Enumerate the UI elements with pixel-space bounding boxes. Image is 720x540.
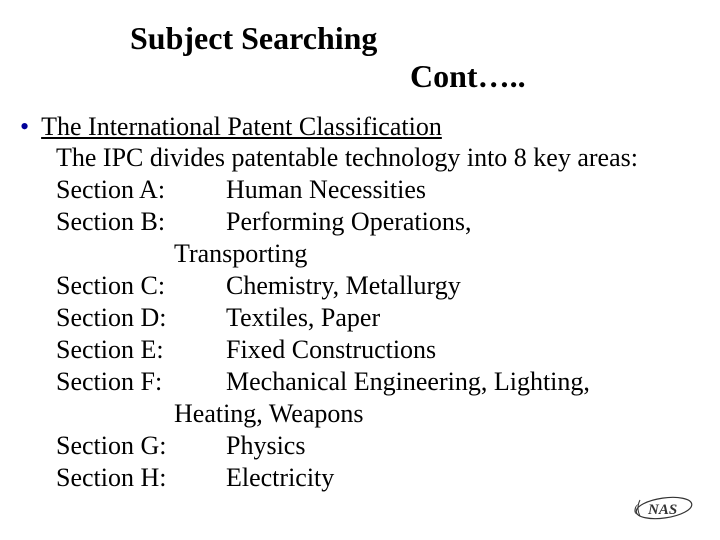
section-label: Section B: xyxy=(56,206,226,238)
section-description: Physics xyxy=(226,430,700,462)
section-label: Section D: xyxy=(56,302,226,334)
section-row: Section C:Chemistry, Metallurgy xyxy=(56,270,700,302)
logo-text: NAS xyxy=(647,502,677,518)
section-row: Section G:Physics xyxy=(56,430,700,462)
section-label: Section A: xyxy=(56,174,226,206)
section-row: Section F:Mechanical Engineering, Lighti… xyxy=(56,366,700,398)
intro-text: The IPC divides patentable technology in… xyxy=(56,142,700,174)
sections-list: Section A:Human NecessitiesSection B:Per… xyxy=(56,174,700,494)
section-label: Section F: xyxy=(56,366,226,398)
section-label: Section G: xyxy=(56,430,226,462)
section-label: Section H: xyxy=(56,462,226,494)
bullet-row: • The International Patent Classificatio… xyxy=(20,112,700,142)
section-description: Chemistry, Metallurgy xyxy=(226,270,700,302)
nas-logo-icon: NAS ( xyxy=(634,492,702,524)
section-row: Section E:Fixed Constructions xyxy=(56,334,700,366)
section-continuation: Transporting xyxy=(174,238,700,270)
section-row: Section D:Textiles, Paper xyxy=(56,302,700,334)
section-row: Section B:Performing Operations, xyxy=(56,206,700,238)
section-label: Section E: xyxy=(56,334,226,366)
section-description: Fixed Constructions xyxy=(226,334,700,366)
section-label: Section C: xyxy=(56,270,226,302)
slide-subtitle: Cont….. xyxy=(410,58,526,95)
section-continuation: Heating, Weapons xyxy=(174,398,700,430)
slide-title: Subject Searching xyxy=(130,20,377,57)
section-row: Section H:Electricity xyxy=(56,462,700,494)
section-description: Performing Operations, xyxy=(226,206,700,238)
section-description: Textiles, Paper xyxy=(226,302,700,334)
logo: NAS ( xyxy=(634,492,702,524)
section-description: Mechanical Engineering, Lighting, xyxy=(226,366,700,398)
content-area: • The International Patent Classificatio… xyxy=(20,112,700,494)
section-description: Human Necessities xyxy=(226,174,700,206)
body-text: The IPC divides patentable technology in… xyxy=(56,142,700,494)
section-heading: The International Patent Classification xyxy=(41,112,442,142)
section-description: Electricity xyxy=(226,462,700,494)
section-row: Section A:Human Necessities xyxy=(56,174,700,206)
bullet-icon: • xyxy=(20,112,29,142)
